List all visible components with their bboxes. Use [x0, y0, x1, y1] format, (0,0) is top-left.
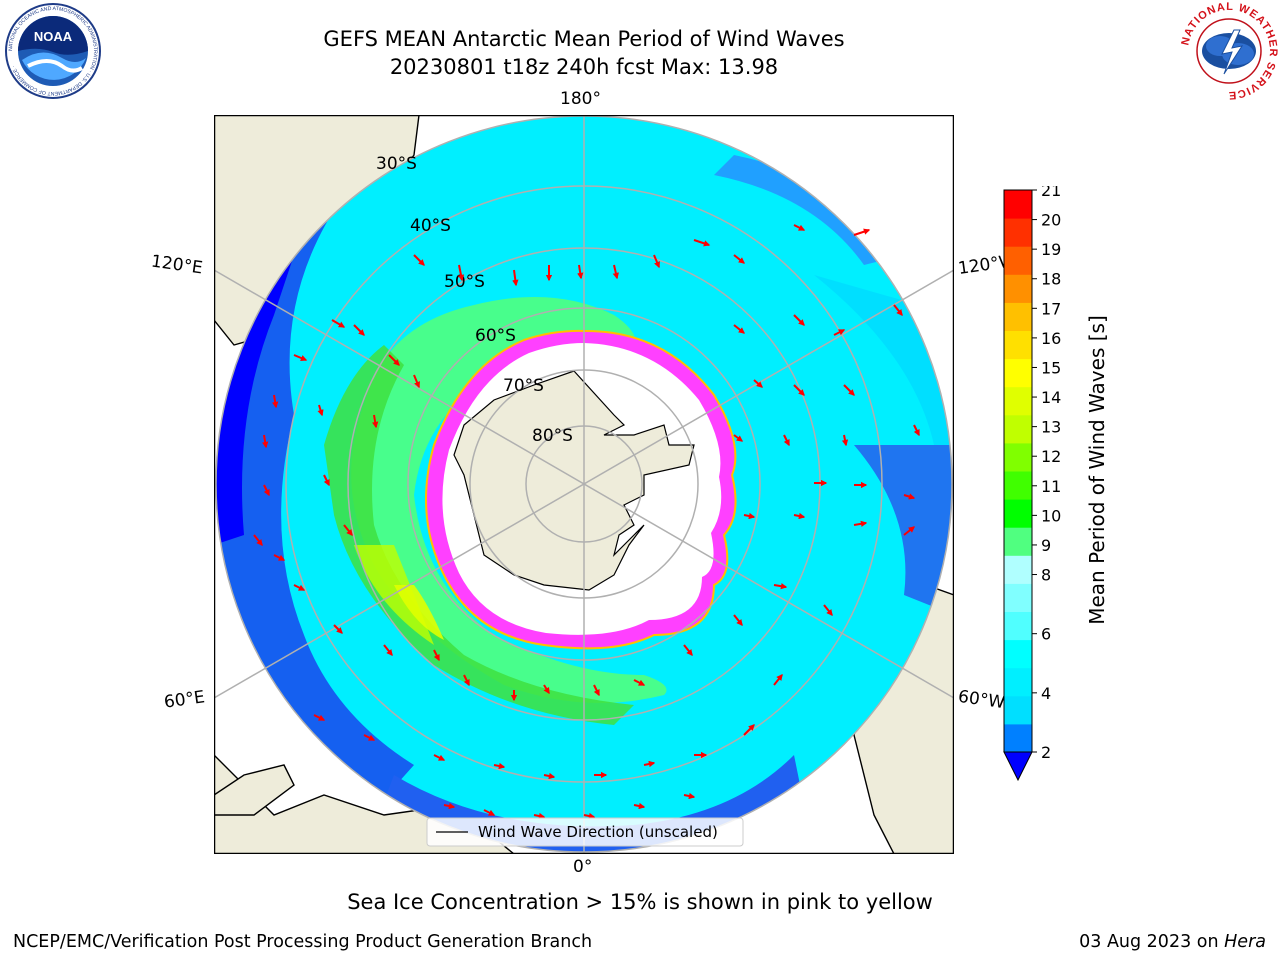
- nws-logo: NATIONAL WEATHER SERVICE: [1179, 2, 1278, 100]
- lat-label-60s: 60°S: [475, 326, 516, 346]
- colorbar-segment: [1004, 611, 1032, 641]
- colorbar-tick-label: 6: [1041, 625, 1051, 644]
- lon-label-120e: 120°E: [149, 251, 204, 279]
- colorbar-segment: [1004, 330, 1032, 360]
- lat-labels: 30°S 40°S 50°S 60°S 70°S 80°S: [376, 154, 573, 446]
- colorbar-segment: [1004, 695, 1032, 725]
- lat-label-70s: 70°S: [503, 376, 544, 396]
- colorbar-segment: [1004, 723, 1032, 753]
- colorbar-segment: [1004, 302, 1032, 331]
- polar-map: 30°S 40°S 50°S 60°S 70°S 80°S: [214, 115, 954, 854]
- map-legend: Wind Wave Direction (unscaled): [426, 817, 744, 847]
- graticule: [214, 115, 954, 854]
- wind-wave-arrows: [253, 224, 920, 820]
- colorbar-tick-label: 12: [1041, 447, 1061, 466]
- colorbar-segment: [1004, 190, 1032, 219]
- lon-label-60e: 60°E: [162, 687, 207, 713]
- colorbar-tick-label: 4: [1041, 684, 1051, 703]
- colorbar-segment: [1004, 471, 1032, 500]
- madagascar-land: [214, 764, 295, 816]
- colorbar-outline: [1003, 189, 1033, 753]
- legend-label: Wind Wave Direction (unscaled): [478, 823, 718, 841]
- colorbar-tick-label: 14: [1041, 388, 1061, 407]
- colorbar-segments: [1003, 189, 1033, 782]
- colorbar-tick-label: 15: [1041, 358, 1061, 377]
- footer-date: 03 Aug 2023 on Hera: [1079, 932, 1266, 952]
- colorbar-segment: [1004, 499, 1032, 528]
- lat-label-50s: 50°S: [444, 272, 485, 292]
- colorbar-tick-label: 10: [1041, 506, 1061, 525]
- colorbar-segment: [1004, 414, 1032, 444]
- colorbar-segment: [1004, 555, 1032, 584]
- footer-date-text: 03 Aug 2023 on: [1079, 932, 1225, 952]
- lat-label-30s: 30°S: [376, 154, 417, 174]
- colorbar-tick-label: 17: [1041, 299, 1061, 318]
- plot-title: GEFS MEAN Antarctic Mean Period of Wind …: [323, 27, 845, 51]
- colorbar-tick-label: 21: [1041, 186, 1061, 200]
- colorbar-segment: [1004, 358, 1032, 388]
- colorbar-segment: [1004, 639, 1032, 669]
- plot-subtitle: 20230801 t18z 240h fcst Max: 13.98: [389, 55, 779, 79]
- colorbar-under-triangle: [1003, 751, 1033, 782]
- colorbar: 21 20 19 18 17 16 15 14 13 12 11 10 9 8 6 4 2: [1003, 186, 1061, 782]
- footer-credit: NCEP/EMC/Verification Post Processing Pr…: [13, 932, 593, 952]
- colorbar-segment: [1004, 274, 1032, 303]
- footer-host: Hera: [1224, 932, 1266, 952]
- colorbar-tick-label: 19: [1041, 240, 1061, 259]
- colorbar-segment: [1004, 442, 1032, 472]
- lon-label-60w: 60°W: [956, 686, 1007, 714]
- sea-ice-caption: Sea Ice Concentration > 15% is shown in …: [347, 890, 933, 914]
- lat-label-40s: 40°S: [410, 216, 451, 236]
- colorbar-segment: [1004, 246, 1032, 275]
- colorbar-tick-label: 2: [1041, 743, 1051, 762]
- noaa-logo-text: NOAA: [34, 29, 73, 44]
- colorbar-segment: [1004, 218, 1032, 247]
- colorbar-tick-label: 9: [1041, 536, 1051, 555]
- colorbar-ticks: 21 20 19 18 17 16 15 14 13 12 11 10 9 8 6 4 2: [1032, 186, 1061, 762]
- lon-label-0: 0°: [573, 857, 593, 877]
- colorbar-segment: [1004, 386, 1032, 416]
- colorbar-tick-label: 13: [1041, 418, 1061, 437]
- colorbar-segment: [1004, 667, 1032, 697]
- colorbar-label: Mean Period of Wind Waves [s]: [1085, 315, 1109, 625]
- lon-label-180: 180°: [560, 89, 601, 109]
- colorbar-tick-label: 20: [1041, 211, 1061, 230]
- noaa-logo: NOAA NATIONAL OCEANIC AND ATMOSPHERIC AD…: [5, 3, 101, 99]
- antarctica-land: [453, 370, 695, 591]
- colorbar-segment: [1004, 527, 1032, 556]
- colorbar-tick-label: 11: [1041, 477, 1061, 496]
- colorbar-tick-label: 18: [1041, 270, 1061, 289]
- lat-label-80s: 80°S: [532, 426, 573, 446]
- colorbar-tick-label: 8: [1041, 566, 1051, 585]
- colorbar-segment: [1004, 583, 1032, 612]
- colorbar-tick-label: 16: [1041, 329, 1061, 348]
